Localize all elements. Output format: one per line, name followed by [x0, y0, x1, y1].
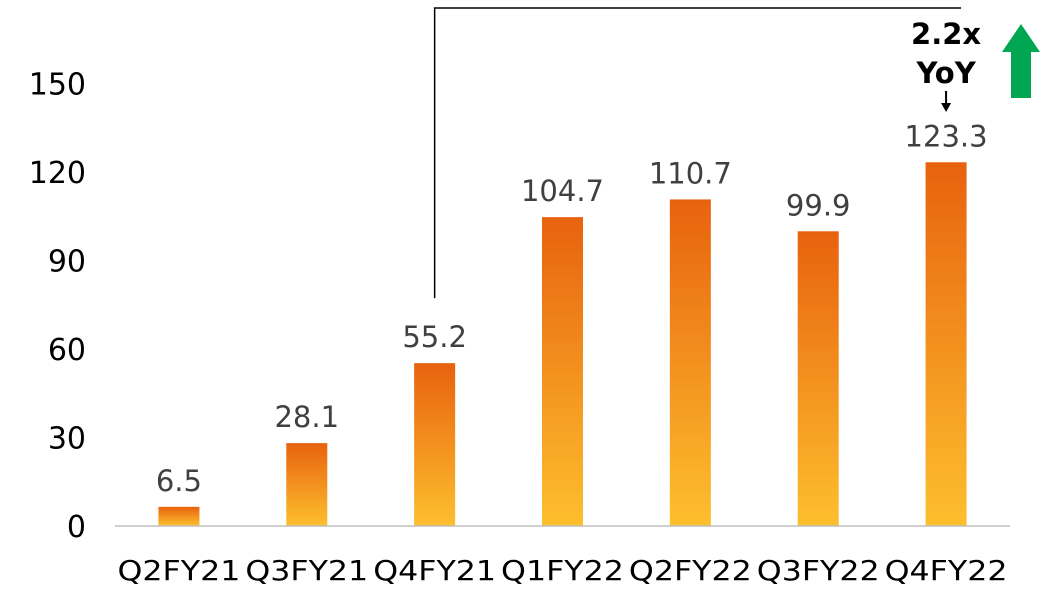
- x-tick-label: Q4FY22: [885, 554, 1008, 587]
- data-labels: 6.5 28.1 55.2 104.7 110.7 99.9 123.3: [156, 119, 988, 498]
- yoy-callout: 2.2x YoY: [433, 7, 1040, 299]
- bar-q1fy22: [542, 217, 583, 526]
- yoy-label-text: YoY: [915, 56, 976, 90]
- y-tick-label: 90: [48, 245, 86, 280]
- x-tick-label: Q3FY22: [757, 554, 880, 587]
- x-tick-label: Q2FY21: [118, 554, 241, 587]
- data-label: 99.9: [786, 188, 851, 222]
- y-tick-label: 0: [67, 510, 86, 545]
- x-axis: Q2FY21 Q3FY21 Q4FY21 Q1FY22 Q2FY22 Q3FY22 Q4FY…: [118, 554, 1008, 587]
- y-tick-label: 150: [29, 68, 86, 103]
- x-tick-label: Q4FY21: [373, 554, 496, 587]
- yoy-bracket-line: [433, 7, 962, 299]
- data-label: 28.1: [274, 400, 339, 434]
- y-axis: 0 30 60 90 120 150: [29, 68, 86, 546]
- y-tick-label: 60: [48, 333, 86, 368]
- data-label: 123.3: [905, 119, 988, 153]
- bar-q4fy22: [925, 162, 967, 526]
- bar-q4fy21: [414, 363, 456, 526]
- x-tick-label: Q2FY22: [629, 554, 752, 587]
- data-label: 6.5: [156, 464, 202, 498]
- data-label: 104.7: [521, 174, 604, 208]
- data-label: 110.7: [649, 156, 732, 190]
- x-tick-label: Q1FY22: [501, 554, 624, 587]
- bar-q3fy22: [797, 231, 839, 527]
- yoy-multiplier-text: 2.2x: [911, 17, 981, 51]
- bar-q3fy21: [286, 443, 328, 526]
- y-tick-label: 30: [48, 422, 86, 457]
- x-tick-label: Q3FY21: [245, 554, 368, 587]
- bar-q2fy22: [669, 199, 711, 526]
- bar-q2fy21: [158, 506, 200, 526]
- y-tick-label: 120: [29, 156, 86, 191]
- data-label: 55.2: [402, 320, 467, 354]
- down-arrow-head-icon: [941, 103, 952, 112]
- bars: [158, 162, 967, 527]
- green-up-arrow-icon: [1002, 24, 1040, 98]
